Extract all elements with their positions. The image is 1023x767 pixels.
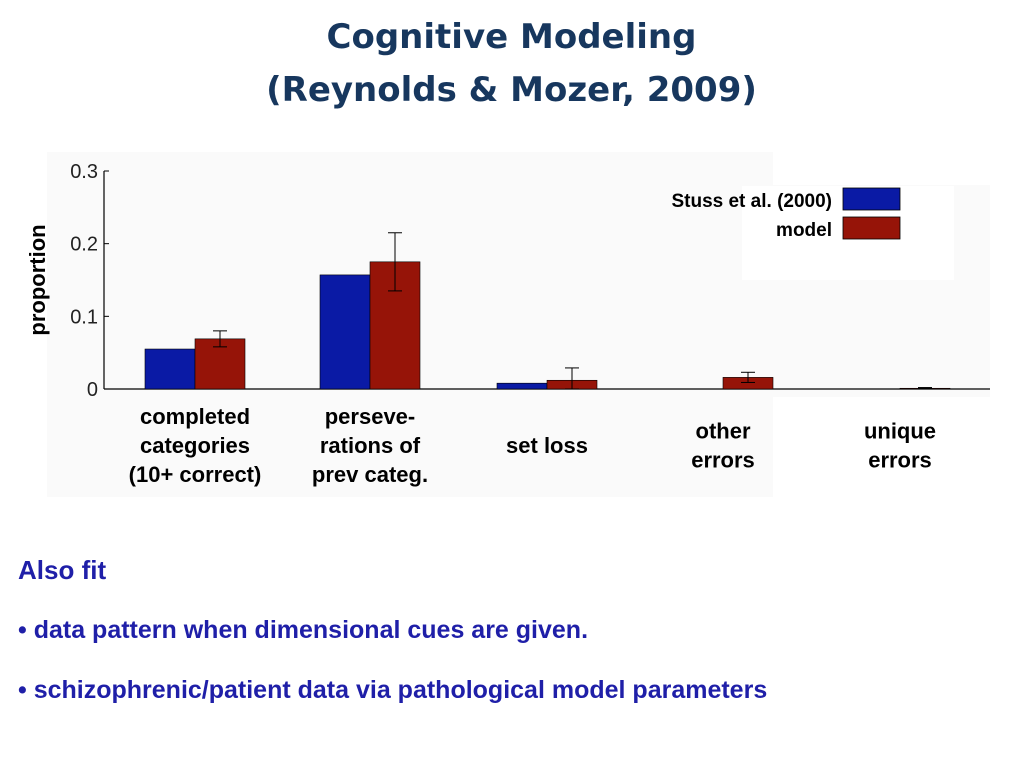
y-axis-label: proportion bbox=[25, 224, 50, 335]
x-tick-label: (10+ correct) bbox=[129, 462, 262, 487]
x-tick-label: other bbox=[696, 419, 751, 444]
y-tick-label: 0.2 bbox=[70, 234, 98, 256]
x-tick-label: completed bbox=[140, 404, 250, 429]
notes-heading: Also fit bbox=[18, 555, 107, 585]
y-tick-label: 0.1 bbox=[70, 306, 98, 328]
legend-swatch bbox=[842, 216, 901, 240]
x-tick-label: rations of bbox=[320, 433, 421, 458]
legend-label: Stuss et al. (2000) bbox=[671, 191, 832, 212]
x-tick-label: perseve- bbox=[325, 404, 416, 429]
bar bbox=[144, 348, 196, 390]
bar bbox=[319, 274, 371, 390]
x-tick-label: set loss bbox=[506, 433, 588, 458]
bar bbox=[496, 382, 548, 390]
slide-title: Cognitive Modeling bbox=[326, 17, 697, 57]
x-tick-label: errors bbox=[868, 448, 932, 473]
x-tick-label: categories bbox=[140, 433, 250, 458]
bullet-item: • schizophrenic/patient data via patholo… bbox=[18, 676, 768, 704]
y-tick-label: 0.3 bbox=[70, 161, 98, 183]
bullet-item: • data pattern when dimensional cues are… bbox=[18, 616, 589, 644]
x-tick-label: errors bbox=[691, 448, 755, 473]
slide-subtitle: (Reynolds & Mozer, 2009) bbox=[266, 70, 757, 110]
y-tick-label: 0 bbox=[87, 379, 98, 401]
x-tick-label: unique bbox=[864, 419, 936, 444]
legend-swatch bbox=[842, 187, 901, 211]
x-tick-label: prev categ. bbox=[312, 462, 428, 487]
chart-layer: 0 0.1 0.2 0.3 completed categories (10+ correc… bbox=[70, 161, 990, 487]
legend-label: model bbox=[776, 220, 832, 241]
